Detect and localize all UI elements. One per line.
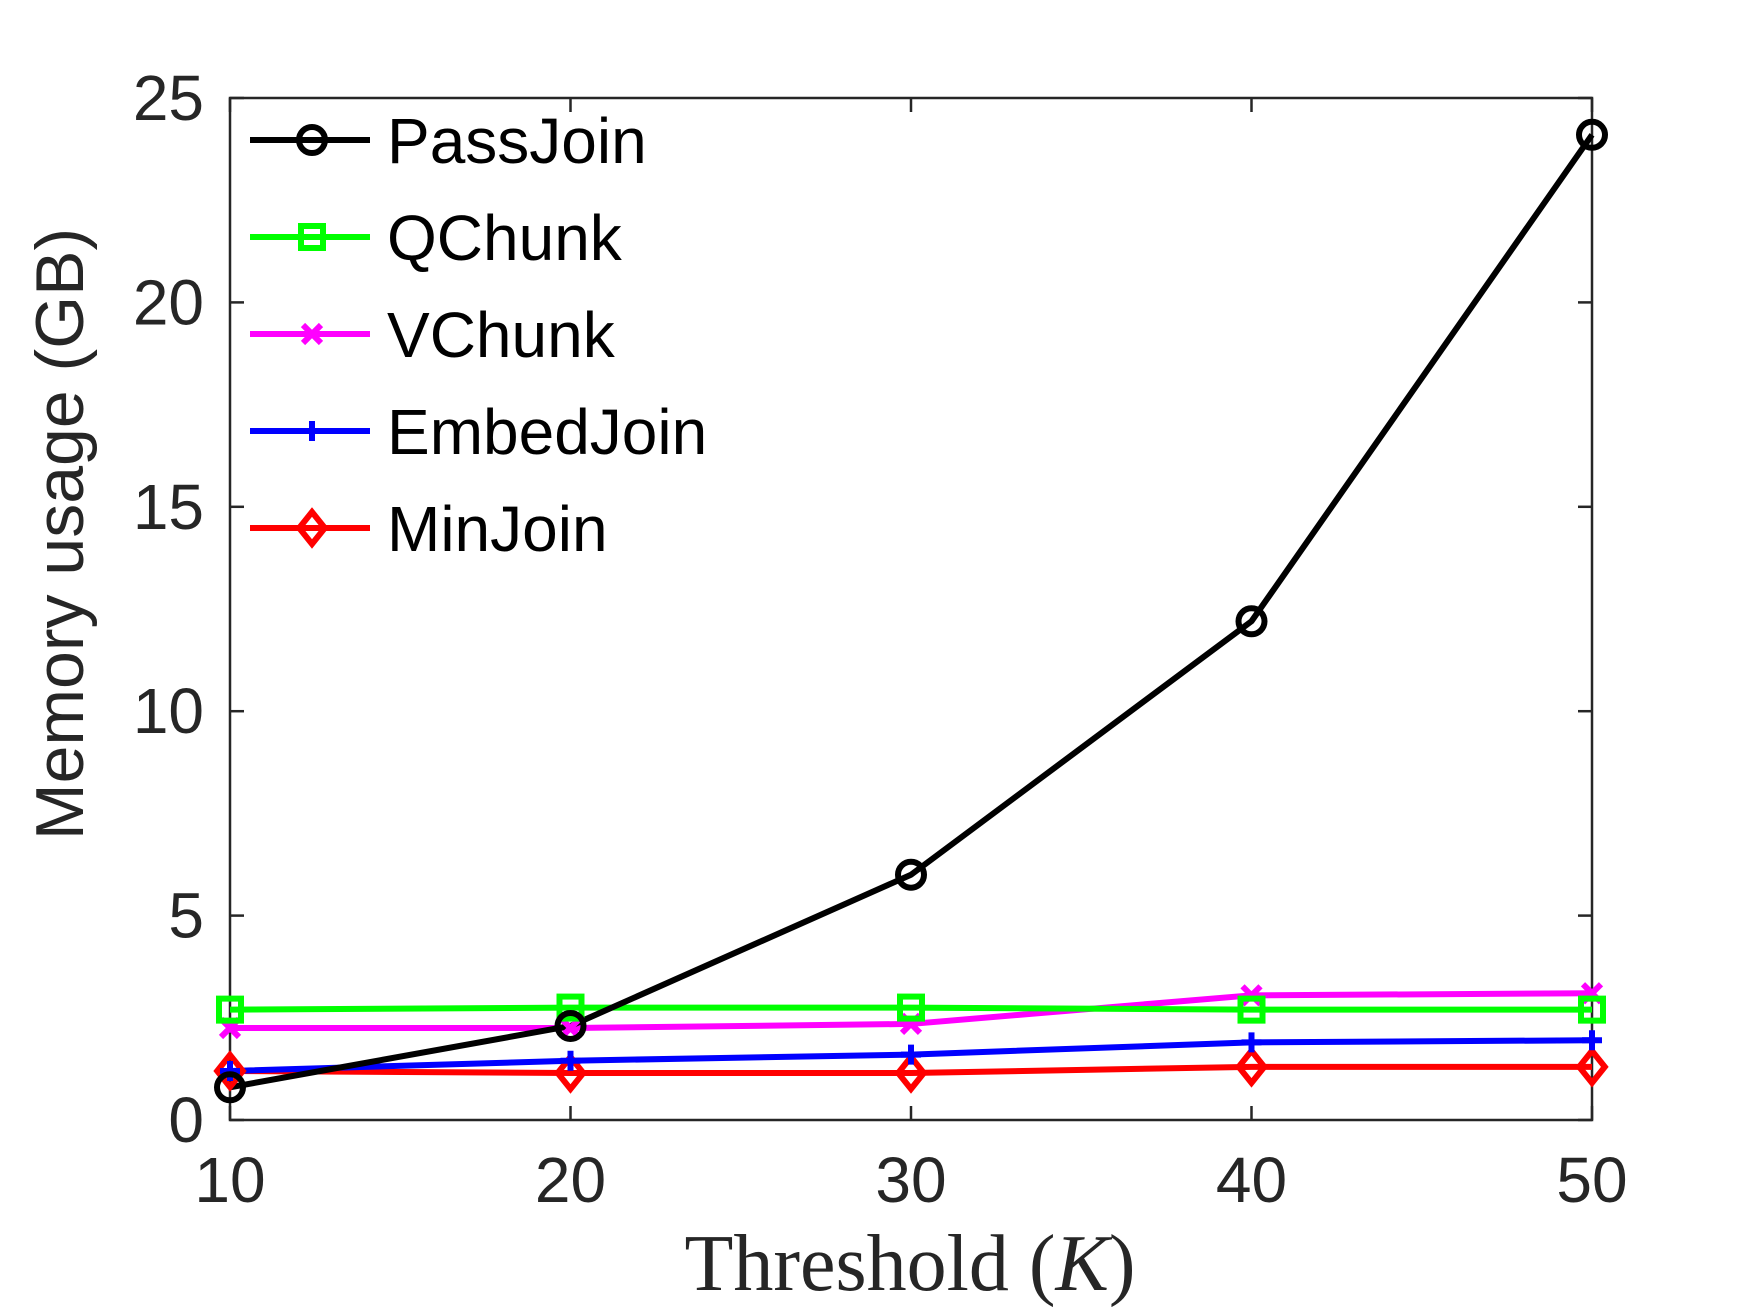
data-point-minjoin [894,1052,928,1094]
legend-marker-vchunk [300,322,324,346]
legend-entry-embedjoin: EmbedJoin [250,396,707,468]
x-tick-label: 40 [1216,1144,1287,1216]
legend-entry-vchunk: VChunk [250,299,616,371]
data-point-minjoin [553,1052,588,1094]
legend-entry-minjoin: MinJoin [250,493,608,565]
legend-label-vchunk: VChunk [387,299,616,371]
data-point-minjoin [1234,1046,1269,1088]
legend-label-passjoin: PassJoin [387,105,647,177]
data-point-embedjoin [1241,1032,1262,1053]
data-point-passjoin [554,1009,587,1042]
series-line-minjoin [229,1063,1592,1076]
x-tick-label: 20 [535,1144,606,1216]
data-point-qchunk [216,995,244,1024]
x-tick-label: 30 [875,1144,946,1216]
x-tick-label: 10 [194,1144,265,1216]
data-point-embedjoin [560,1050,581,1071]
data-point-passjoin [1235,605,1268,638]
x-axis-label: Threshold (K) [684,1220,1135,1308]
data-point-qchunk [897,993,925,1022]
series-line-qchunk [229,1004,1592,1013]
data-point-passjoin [214,1071,246,1104]
y-tick-label: 25 [133,62,204,134]
legend-marker-qchunk [298,223,326,251]
axis-ticks: 10 20 30 40 50 0 5 10 15 20 25 [133,62,1628,1216]
legend-label-embedjoin: EmbedJoin [387,396,707,468]
series-line-passjoin [229,133,1595,1091]
data-point-qchunk [1237,995,1266,1024]
data-point-embedjoin [1582,1030,1602,1051]
series-markers [213,118,1609,1104]
legend-entry-qchunk: QChunk [250,202,623,274]
y-tick-label: 5 [168,880,204,952]
legend: PassJoin QChunk VChunk EmbedJoin MinJoin [250,105,707,565]
data-point-passjoin [1576,118,1608,151]
y-tick-label: 10 [133,675,204,747]
y-tick-label: 0 [168,1084,204,1156]
data-point-embedjoin [220,1060,240,1081]
y-tick-label: 20 [133,266,204,338]
x-tick-label: 50 [1556,1144,1627,1216]
data-point-qchunk [556,993,585,1022]
data-point-qchunk [1578,995,1606,1024]
data-point-embedjoin [901,1044,921,1065]
legend-label-minjoin: MinJoin [387,493,608,565]
data-point-passjoin [895,858,927,891]
data-point-minjoin [1575,1046,1609,1088]
series-lines [229,133,1595,1091]
legend-entry-passjoin: PassJoin [250,105,647,177]
legend-marker-passjoin [296,124,328,156]
y-tick-label: 15 [133,471,204,543]
legend-marker-embedjoin [302,421,322,441]
legend-label-qchunk: QChunk [387,202,623,274]
y-axis-label: Memory usage (GB) [22,228,98,840]
data-point-minjoin [213,1050,247,1092]
legend-marker-minjoin [295,507,329,549]
